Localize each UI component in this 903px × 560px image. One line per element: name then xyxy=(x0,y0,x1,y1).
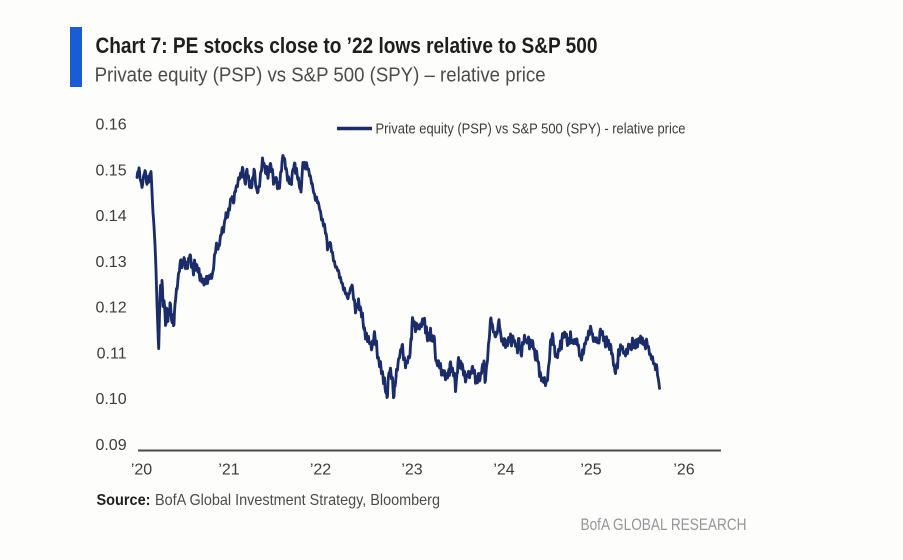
svg-text:0.16: 0.16 xyxy=(95,117,126,134)
svg-text:’22: ’22 xyxy=(310,462,331,479)
svg-text:’23: ’23 xyxy=(401,462,422,479)
svg-text:’20: ’20 xyxy=(131,462,152,479)
svg-text:0.11: 0.11 xyxy=(97,345,127,362)
svg-text:0.12: 0.12 xyxy=(95,300,126,317)
svg-text:’21: ’21 xyxy=(218,462,239,479)
svg-text:’25: ’25 xyxy=(580,462,601,479)
svg-text:0.14: 0.14 xyxy=(95,208,126,225)
svg-text:0.15: 0.15 xyxy=(95,163,126,180)
svg-text:BofA Global Investment Strateg: BofA Global Investment Strategy, Bloombe… xyxy=(155,492,440,509)
svg-text:Chart 7: PE stocks close to ’2: Chart 7: PE stocks close to ’22 lows rel… xyxy=(96,33,598,58)
svg-text:Private equity (PSP) vs S&P 50: Private equity (PSP) vs S&P 500 (SPY) - … xyxy=(376,121,686,138)
svg-text:BofA GLOBAL RESEARCH: BofA GLOBAL RESEARCH xyxy=(581,516,747,534)
svg-text:Private equity (PSP) vs S&P 5: Private equity (PSP) vs S&P 500 (SPY) – … xyxy=(95,65,546,87)
svg-text:0.13: 0.13 xyxy=(95,254,126,271)
svg-text:0.09: 0.09 xyxy=(95,437,126,454)
svg-text:0.10: 0.10 xyxy=(95,391,126,408)
svg-text:’24: ’24 xyxy=(493,462,514,479)
svg-text:Source:: Source: xyxy=(97,492,151,509)
svg-text:’26: ’26 xyxy=(673,462,694,479)
